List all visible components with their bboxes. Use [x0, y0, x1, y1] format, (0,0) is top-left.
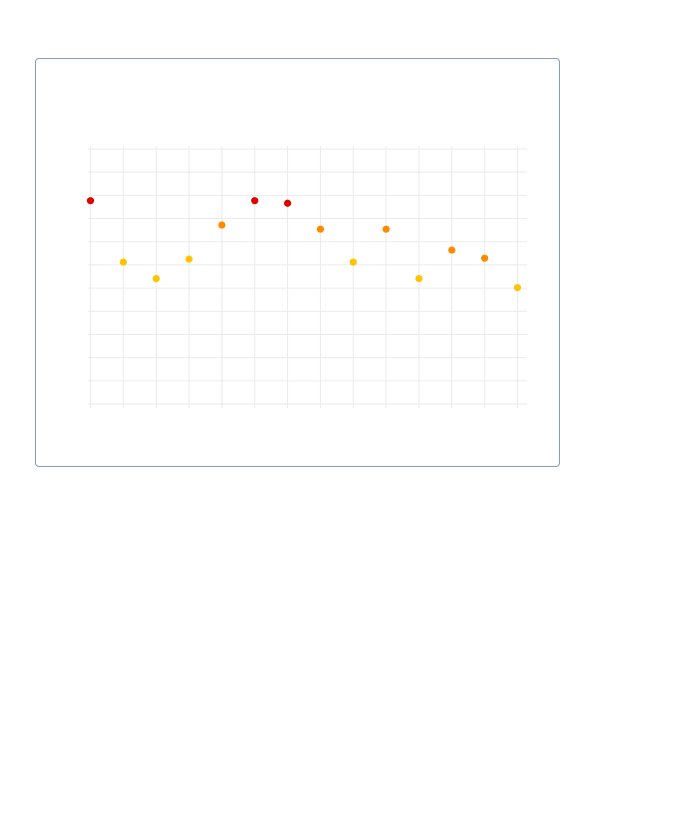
data-point[interactable] [448, 246, 456, 254]
data-point[interactable] [86, 197, 95, 205]
data-point[interactable] [283, 199, 292, 207]
data-point[interactable] [415, 274, 423, 283]
data-point[interactable] [119, 258, 127, 266]
data-point[interactable] [349, 258, 357, 266]
data-point[interactable] [316, 225, 325, 233]
grid [88, 146, 527, 408]
points [86, 197, 522, 292]
data-point[interactable] [152, 274, 160, 283]
data-point[interactable] [481, 254, 489, 262]
data-point[interactable] [218, 221, 226, 229]
data-point[interactable] [185, 255, 193, 263]
data-point[interactable] [513, 284, 522, 292]
data-point[interactable] [251, 197, 259, 205]
data-point[interactable] [382, 225, 390, 233]
